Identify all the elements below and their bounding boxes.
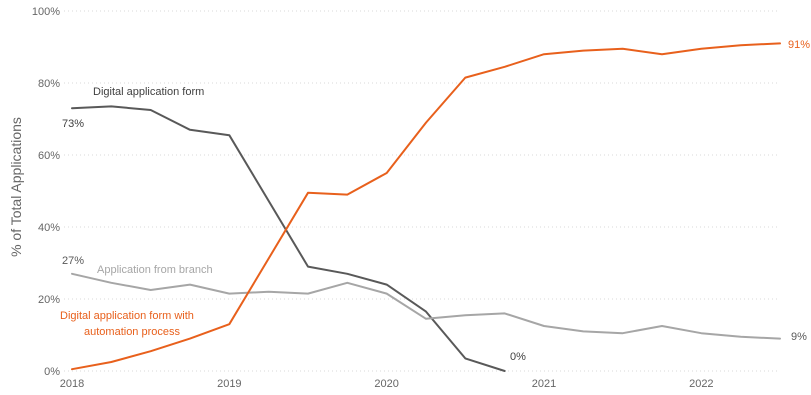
annotation-auto-name-1: Digital application form with <box>60 310 194 322</box>
x-axis-ticks: 2018 2019 2020 2021 2022 <box>60 378 714 390</box>
chart-gridlines <box>64 10 780 372</box>
x-tick-label: 2022 <box>689 378 713 390</box>
y-tick-label: 80% <box>38 78 60 90</box>
x-tick-label: 2021 <box>532 378 556 390</box>
annotation-digital-name: Digital application form <box>93 86 204 98</box>
annotation-branch-start: 27% <box>62 255 84 267</box>
series-lines <box>71 42 781 372</box>
annotation-auto-end: 91% <box>788 39 810 51</box>
annotation-auto-name-2: automation process <box>84 326 180 338</box>
y-tick-label: 0% <box>44 366 60 378</box>
y-axis-ticks: 0% 20% 40% 60% 80% 100% <box>32 6 60 378</box>
annotation-branch-end: 9% <box>791 331 807 343</box>
x-tick-label: 2020 <box>374 378 398 390</box>
annotation-branch-name: Application from branch <box>97 264 213 276</box>
y-tick-label: 60% <box>38 150 60 162</box>
x-tick-label: 2018 <box>60 378 84 390</box>
series-line-1 <box>71 272 781 340</box>
y-tick-label: 40% <box>38 222 60 234</box>
x-tick-label: 2019 <box>217 378 241 390</box>
y-tick-label: 100% <box>32 6 60 18</box>
y-tick-label: 20% <box>38 294 60 306</box>
series-line-2 <box>71 42 781 371</box>
annotation-digital-start: 73% <box>62 118 84 130</box>
y-axis-label: % of Total Applications <box>8 117 24 257</box>
series-annotations: Digital application form 73% 0% Application… <box>60 39 810 363</box>
series-line-0 <box>71 105 506 372</box>
annotation-digital-end: 0% <box>510 351 526 363</box>
